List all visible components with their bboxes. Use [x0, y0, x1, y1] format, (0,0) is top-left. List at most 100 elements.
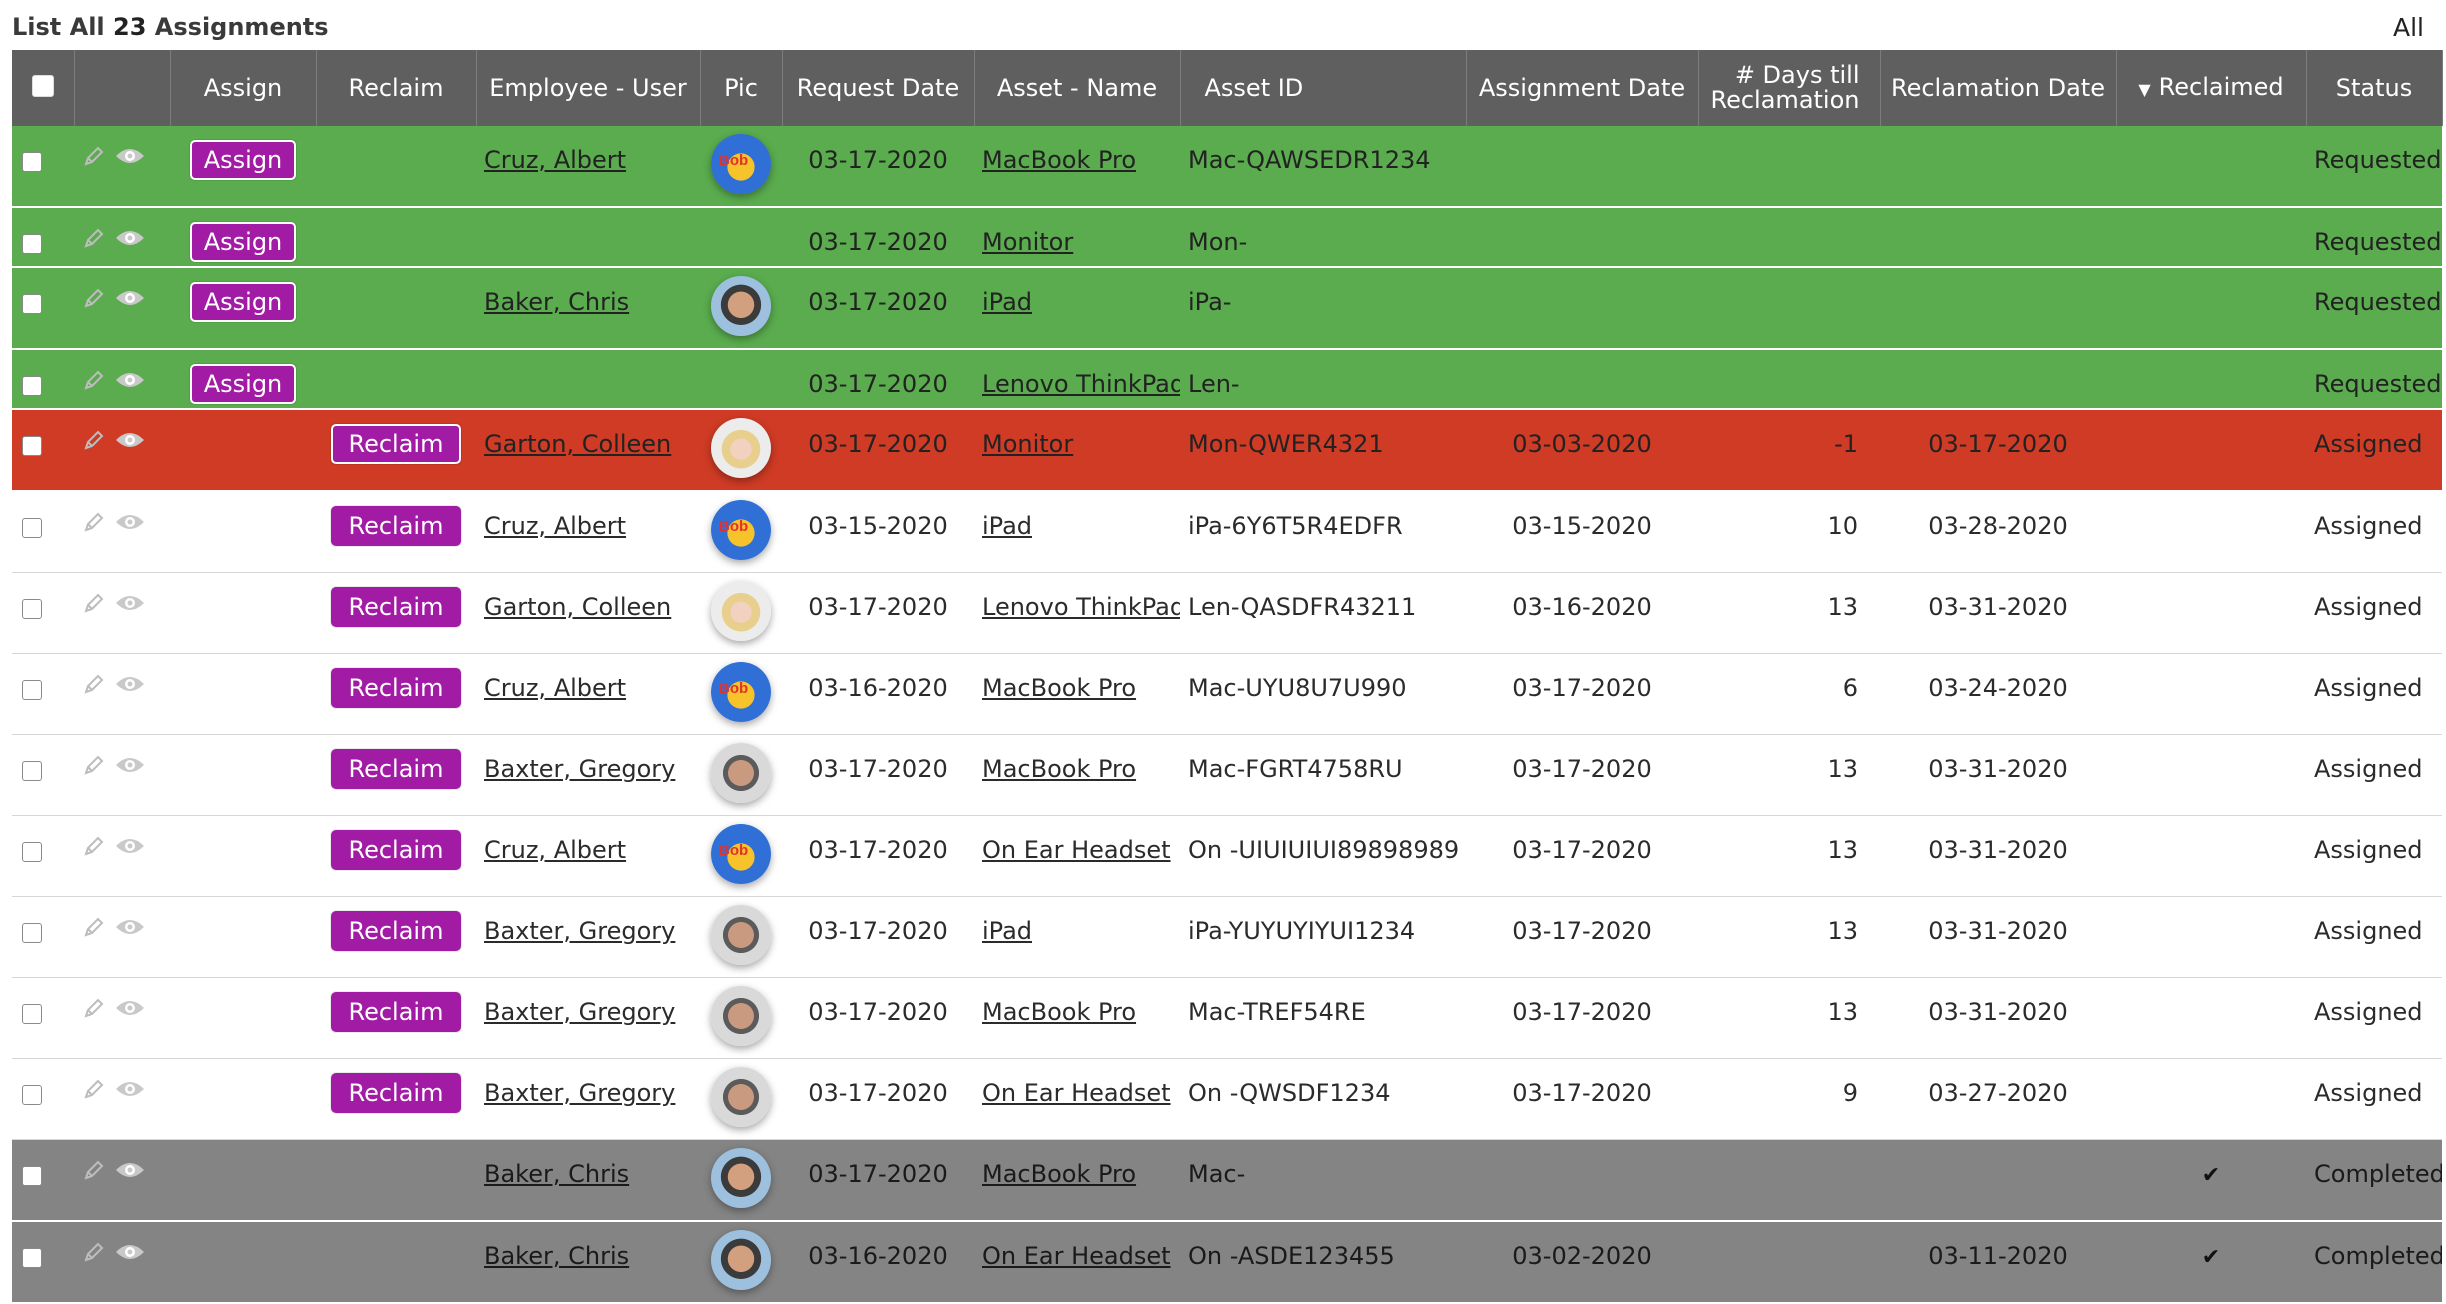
- assignment-row[interactable]: Assign Baker, Chris 03-17-2020 iPad iPa- Requ…: [12, 267, 2442, 350]
- asset-name-link[interactable]: Lenovo ThinkPad: [982, 370, 1180, 398]
- row-checkbox[interactable]: [22, 1248, 42, 1268]
- assignment-row[interactable]: Assign 03-17-2020 Lenovo ThinkPad Len- Reque…: [12, 349, 2442, 410]
- view-eye-icon[interactable]: [114, 428, 146, 452]
- edit-pencil-icon[interactable]: [82, 510, 106, 534]
- view-eye-icon[interactable]: [114, 753, 146, 777]
- row-checkbox[interactable]: [22, 294, 42, 314]
- reclaim-button[interactable]: Reclaim: [330, 506, 462, 546]
- row-checkbox[interactable]: [22, 761, 42, 781]
- asset-name-link[interactable]: Monitor: [982, 430, 1074, 458]
- reclaim-button[interactable]: Reclaim: [330, 830, 462, 870]
- col-assign[interactable]: Assign: [170, 50, 317, 126]
- reclaim-button[interactable]: Reclaim: [330, 1073, 462, 1113]
- assign-button[interactable]: Assign: [189, 364, 297, 404]
- col-reclaim[interactable]: Reclaim: [316, 50, 477, 126]
- col-days-till-reclamation[interactable]: # Days till Reclamation: [1698, 50, 1881, 126]
- edit-pencil-icon[interactable]: [82, 144, 106, 168]
- asset-name-link[interactable]: On Ear Headset: [982, 1079, 1171, 1107]
- view-eye-icon[interactable]: [114, 510, 146, 534]
- edit-pencil-icon[interactable]: [82, 834, 106, 858]
- assignment-row[interactable]: Reclaim Cruz, Albert Bob 03-16-2020 MacBook …: [12, 653, 2442, 735]
- asset-name-link[interactable]: iPad: [982, 917, 1033, 945]
- asset-name-link[interactable]: iPad: [982, 512, 1033, 540]
- employee-link[interactable]: Cruz, Albert: [484, 146, 627, 174]
- row-checkbox[interactable]: [22, 1004, 42, 1024]
- row-checkbox[interactable]: [22, 376, 42, 396]
- asset-name-link[interactable]: iPad: [982, 288, 1033, 316]
- edit-pencil-icon[interactable]: [82, 753, 106, 777]
- row-checkbox[interactable]: [22, 680, 42, 700]
- edit-pencil-icon[interactable]: [82, 996, 106, 1020]
- asset-name-link[interactable]: Monitor: [982, 228, 1074, 256]
- col-assignment-date[interactable]: Assignment Date: [1466, 50, 1699, 126]
- assignment-row[interactable]: Reclaim Baxter, Gregory 03-17-2020 MacBook …: [12, 734, 2442, 816]
- edit-pencil-icon[interactable]: [82, 672, 106, 696]
- col-reclaimed[interactable]: ▼ Reclaimed: [2116, 50, 2307, 126]
- asset-name-link[interactable]: MacBook Pro: [982, 1160, 1137, 1188]
- employee-link[interactable]: Baxter, Gregory: [484, 998, 676, 1026]
- employee-link[interactable]: Baxter, Gregory: [484, 1079, 676, 1107]
- assignment-row[interactable]: Reclaim Baxter, Gregory 03-17-2020 MacBook …: [12, 977, 2442, 1059]
- reclaim-button[interactable]: Reclaim: [330, 749, 462, 789]
- view-eye-icon[interactable]: [114, 1077, 146, 1101]
- view-eye-icon[interactable]: [114, 996, 146, 1020]
- row-checkbox[interactable]: [22, 599, 42, 619]
- row-checkbox[interactable]: [22, 1085, 42, 1105]
- employee-link[interactable]: Cruz, Albert: [484, 512, 627, 540]
- asset-name-link[interactable]: MacBook Pro: [982, 146, 1137, 174]
- view-eye-icon[interactable]: [114, 915, 146, 939]
- reclaim-button[interactable]: Reclaim: [330, 992, 462, 1032]
- assignment-row[interactable]: Reclaim Cruz, Albert Bob 03-15-2020 iPad iPa-…: [12, 491, 2442, 573]
- edit-pencil-icon[interactable]: [82, 591, 106, 615]
- edit-pencil-icon[interactable]: [82, 226, 106, 250]
- reclaim-button[interactable]: Reclaim: [330, 424, 462, 464]
- row-checkbox[interactable]: [22, 436, 42, 456]
- assignment-row[interactable]: Reclaim Garton, Colleen 03-17-2020 Lenovo T…: [12, 572, 2442, 654]
- employee-link[interactable]: Baker, Chris: [484, 1160, 630, 1188]
- col-asset-id[interactable]: Asset ID: [1180, 50, 1467, 126]
- edit-pencil-icon[interactable]: [82, 915, 106, 939]
- asset-name-link[interactable]: MacBook Pro: [982, 674, 1137, 702]
- view-eye-icon[interactable]: [114, 591, 146, 615]
- row-checkbox[interactable]: [22, 842, 42, 862]
- edit-pencil-icon[interactable]: [82, 286, 106, 310]
- edit-pencil-icon[interactable]: [82, 428, 106, 452]
- row-checkbox[interactable]: [22, 518, 42, 538]
- assignment-row[interactable]: Reclaim Baxter, Gregory 03-17-2020 On Ear H…: [12, 1058, 2442, 1140]
- employee-link[interactable]: Garton, Colleen: [484, 430, 672, 458]
- assignment-row[interactable]: Reclaim Cruz, Albert Bob 03-17-2020 On Ear H…: [12, 815, 2442, 897]
- assignment-row[interactable]: Baker, Chris 03-17-2020 MacBook Pro Mac- ✔ Co…: [12, 1139, 2442, 1222]
- view-eye-icon[interactable]: [114, 226, 146, 250]
- assignment-row[interactable]: Reclaim Baxter, Gregory 03-17-2020 iPad iPa-…: [12, 896, 2442, 978]
- col-asset-name[interactable]: Asset - Name: [974, 50, 1181, 126]
- edit-pencil-icon[interactable]: [82, 1077, 106, 1101]
- assign-button[interactable]: Assign: [189, 140, 297, 180]
- edit-pencil-icon[interactable]: [82, 1240, 106, 1264]
- reclaim-button[interactable]: Reclaim: [330, 587, 462, 627]
- row-checkbox[interactable]: [22, 152, 42, 172]
- employee-link[interactable]: Baxter, Gregory: [484, 917, 676, 945]
- edit-pencil-icon[interactable]: [82, 1158, 106, 1182]
- view-eye-icon[interactable]: [114, 286, 146, 310]
- employee-link[interactable]: Baker, Chris: [484, 1242, 630, 1270]
- employee-link[interactable]: Baker, Chris: [484, 288, 630, 316]
- employee-link[interactable]: Baxter, Gregory: [484, 755, 676, 783]
- view-eye-icon[interactable]: [114, 672, 146, 696]
- select-all-checkbox[interactable]: [31, 74, 54, 97]
- view-eye-icon[interactable]: [114, 834, 146, 858]
- col-pic[interactable]: Pic: [700, 50, 783, 126]
- edit-pencil-icon[interactable]: [82, 368, 106, 392]
- asset-name-link[interactable]: On Ear Headset: [982, 836, 1171, 864]
- asset-name-link[interactable]: MacBook Pro: [982, 755, 1137, 783]
- asset-name-link[interactable]: Lenovo ThinkPad: [982, 593, 1180, 621]
- employee-link[interactable]: Cruz, Albert: [484, 836, 627, 864]
- assign-button[interactable]: Assign: [189, 222, 297, 262]
- assign-button[interactable]: Assign: [189, 282, 297, 322]
- employee-link[interactable]: Cruz, Albert: [484, 674, 627, 702]
- row-checkbox[interactable]: [22, 234, 42, 254]
- assignment-row[interactable]: Assign Cruz, Albert Bob 03-17-2020 MacBook P…: [12, 126, 2442, 208]
- row-checkbox[interactable]: [22, 1166, 42, 1186]
- view-eye-icon[interactable]: [114, 144, 146, 168]
- view-eye-icon[interactable]: [114, 368, 146, 392]
- assignment-row[interactable]: Baker, Chris 03-16-2020 On Ear Headset On -…: [12, 1221, 2442, 1304]
